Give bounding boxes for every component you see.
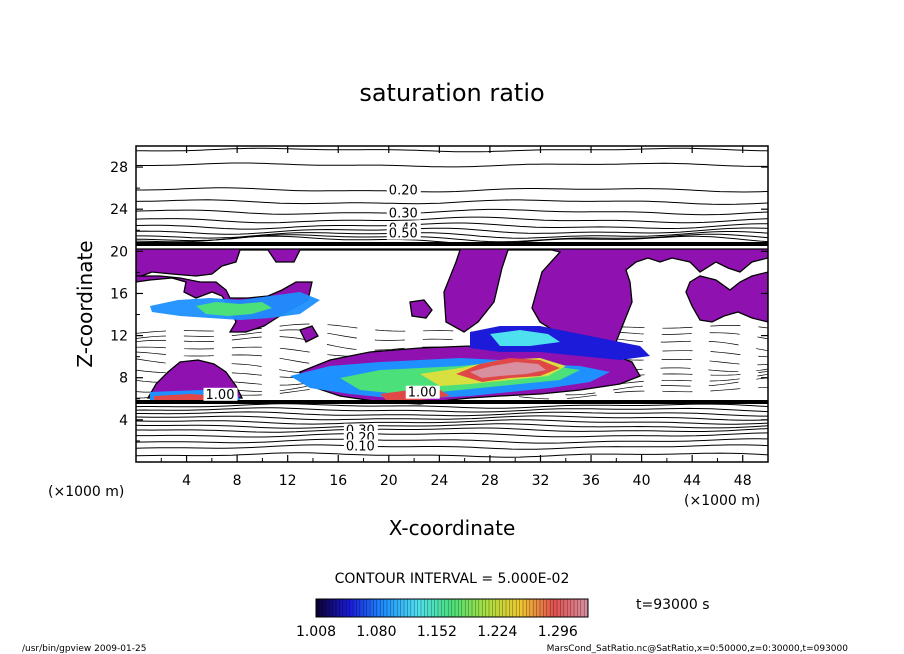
contour-label: 0.20 (389, 183, 418, 198)
contour-label: 1.00 (206, 388, 235, 403)
colorbar-ticks: 1.008 1.080 1.152 1.224 1.296 (296, 624, 578, 640)
y-axis-label: Z-coordinate (73, 240, 97, 367)
colorbar-tick-label: 1.080 (356, 624, 396, 640)
contour-labels: 0.200.300.400.500.300.200.101.001.00 (203, 183, 440, 454)
contour-line (136, 147, 768, 153)
x-tick-label: 12 (279, 473, 297, 489)
colorbar-tick-label: 1.296 (538, 624, 578, 640)
footer-right: MarsCond_SatRatio.nc@SatRatio,x=0:50000,… (547, 644, 849, 654)
x-tick-label: 40 (633, 473, 651, 489)
x-tick-label: 24 (430, 473, 448, 489)
contour-line (136, 411, 768, 417)
supersaturated-color-fills (150, 292, 650, 400)
contour-line (136, 419, 768, 425)
y-axis-unit: (×1000 m) (48, 484, 124, 500)
contour-interval-text: CONTOUR INTERVAL = 5.000E-02 (335, 571, 570, 587)
y-tick-label: 16 (110, 286, 128, 302)
plot-frame (135, 145, 769, 463)
cyan-mid-upper (490, 330, 560, 346)
saturated-band-top (136, 248, 768, 353)
time-label: t=93000 s (636, 597, 710, 613)
y-tick-label: 28 (110, 160, 128, 176)
contour-label-background (343, 439, 378, 453)
contour-line (136, 222, 768, 230)
y-tick-label: 8 (119, 371, 128, 387)
contour-line (136, 438, 768, 444)
x-tick-label: 8 (233, 473, 242, 489)
x-tick-label: 16 (329, 473, 347, 489)
saturated-small-1 (409, 299, 433, 319)
contour-line (136, 432, 768, 438)
x-tick-label: 20 (380, 473, 398, 489)
contour-line (136, 423, 768, 429)
contour-label-background (405, 385, 440, 399)
contour-line (136, 403, 768, 409)
chart-title: saturation ratio (359, 79, 544, 107)
contour-line (136, 187, 768, 193)
contour-label: 0.30 (389, 207, 418, 222)
footer-left: /usr/bin/gpview 2009-01-25 (22, 644, 146, 654)
contour-label: 1.00 (408, 386, 437, 401)
contour-label-background (203, 387, 238, 401)
x-axis-ticks: 4 8 12 16 20 24 28 32 36 40 44 48 (160, 146, 752, 489)
contour-line (136, 231, 768, 239)
plot-area: 0.200.300.400.500.300.200.101.001.00 (136, 146, 768, 462)
x-tick-label: 48 (734, 473, 752, 489)
y-tick-label: 20 (110, 244, 128, 260)
contour-line (136, 452, 768, 458)
contour-label-background (386, 206, 421, 220)
contour-line (136, 162, 768, 168)
saturated-small-2 (299, 325, 319, 343)
y-tick-label: 12 (110, 329, 128, 345)
contour-label: 0.10 (346, 439, 375, 454)
x-tick-label: 4 (182, 473, 191, 489)
contour-line (136, 427, 768, 433)
saturated-right-patch (685, 271, 768, 323)
x-axis-label: X-coordinate (389, 516, 516, 540)
x-tick-label: 44 (683, 473, 701, 489)
colorbar-tick-label: 1.224 (477, 624, 517, 640)
x-tick-label: 32 (532, 473, 550, 489)
y-tick-label: 24 (110, 202, 128, 218)
contour-line (136, 227, 768, 235)
contour-line (136, 415, 768, 421)
colorbar-tick-label: 1.152 (417, 624, 457, 640)
contour-line (136, 407, 768, 413)
contour-label: 0.50 (389, 227, 418, 242)
contour-line (136, 216, 768, 224)
contour-line (136, 444, 768, 450)
y-axis-ticks: 4 8 12 16 20 24 28 (110, 160, 768, 442)
contour-line (136, 208, 768, 216)
x-axis-unit: (×1000 m) (684, 493, 760, 509)
contour-line (136, 199, 768, 205)
colorbar-stripes (318, 599, 588, 617)
y-tick-label: 4 (119, 413, 128, 429)
thick-saturation-boundary (136, 242, 768, 404)
x-tick-label: 28 (481, 473, 499, 489)
contour-line (136, 329, 768, 344)
contour-label-background (386, 226, 421, 240)
contour-label-background (386, 183, 421, 197)
colorbar (315, 598, 589, 618)
green-band-left (196, 302, 272, 316)
pink-core (470, 362, 546, 378)
x-tick-label: 36 (582, 473, 600, 489)
colorbar-tick-label: 1.008 (296, 624, 336, 640)
